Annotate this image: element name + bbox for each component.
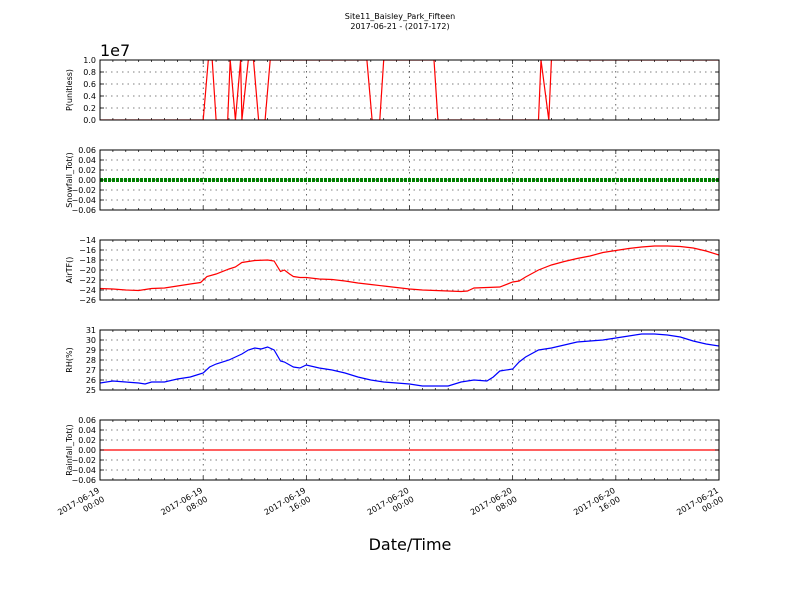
- y-tick-label-2-4: −18: [79, 256, 96, 265]
- y-tick-label-3-6: 31: [86, 326, 96, 335]
- x-tick-label-2: 2017-06-1916:00: [263, 486, 313, 526]
- y-tick-label-1-4: 0.02: [78, 166, 96, 175]
- y-tick-label-3-4: 29: [86, 346, 96, 355]
- y-tick-label-1-6: 0.06: [78, 146, 96, 155]
- y-tick-label-3-0: 25: [86, 386, 96, 395]
- y-tick-label-2-1: −24: [79, 286, 96, 295]
- x-tick-label-3: 2017-06-2000:00: [366, 486, 416, 526]
- y-tick-label-0-4: 0.8: [83, 68, 96, 77]
- panel-2: −26−24−22−20−18−16−14 AirTF(): [65, 236, 720, 305]
- y-axis-label-0: P(unitless): [65, 69, 74, 111]
- y-axis-label-1: Snowfall_Tot(): [65, 152, 74, 208]
- x-tick-labels: 2017-06-1900:00 2017-06-1908:00 2017-06-19…: [56, 486, 725, 526]
- figure-subtitle: 2017-06-21 - (2017-172): [350, 22, 449, 31]
- y-tick-label-2-2: −22: [79, 276, 96, 285]
- panel-4: −0.06−0.04−0.020.000.020.040.06 Rainfall_…: [65, 416, 720, 485]
- y-tick-label-0-1: 0.2: [83, 104, 96, 113]
- x-axis-label: Date/Time: [369, 535, 452, 554]
- y-tick-label-3-2: 27: [86, 366, 96, 375]
- y-tick-label-2-6: −14: [79, 236, 96, 245]
- y-tick-label-2-5: −16: [79, 246, 96, 255]
- y-tick-label-0-0: 0.0: [83, 116, 96, 125]
- series-line-3-0: [100, 333, 719, 387]
- y-axis-label-2: AirTF(): [65, 257, 74, 284]
- y-tick-label-2-3: −20: [79, 266, 96, 275]
- y-tick-label-1-3: 0.00: [78, 176, 96, 185]
- y-axis-label-4: Rainfall_Tot(): [65, 424, 74, 476]
- y-tick-label-0-3: 0.6: [83, 80, 96, 89]
- series-line-2-0: [100, 245, 719, 293]
- y-tick-label-4-4: 0.02: [78, 436, 96, 445]
- x-tick-label-4: 2017-06-2008:00: [469, 486, 519, 526]
- y-tick-label-4-0: −0.06: [71, 476, 96, 485]
- panel-frame-0: [99, 59, 720, 121]
- y-tick-label-4-1: −0.04: [71, 466, 96, 475]
- panels: 0.00.20.40.60.81.0P(unitless)1e7−0.06−0.…: [65, 41, 720, 485]
- y-tick-label-0-2: 0.4: [83, 92, 96, 101]
- y-tick-label-4-6: 0.06: [78, 416, 96, 425]
- panel-0: 0.0 0.2 0.4 0.6 0.8 1.0 P(unitless) 1e7: [65, 41, 720, 125]
- series-line-0-0: [100, 60, 719, 120]
- y-tick-label-1-1: −0.04: [71, 196, 96, 205]
- x-tick-label-5: 2017-06-2016:00: [572, 486, 622, 526]
- x-tick-label-6: 2017-06-2100:00: [675, 486, 725, 526]
- y-tick-label-4-5: 0.04: [78, 426, 96, 435]
- y-tick-label-3-1: 26: [86, 376, 96, 385]
- x-tick-label-1: 2017-06-1908:00: [159, 486, 209, 526]
- y-offset-label-0: 1e7: [100, 41, 130, 60]
- y-tick-label-4-3: 0.00: [78, 446, 96, 455]
- y-tick-label-0-5: 1.0: [83, 56, 96, 65]
- y-tick-label-1-2: −0.02: [71, 186, 96, 195]
- y-tick-label-2-0: −26: [79, 296, 96, 305]
- y-tick-label-1-5: 0.04: [78, 156, 96, 165]
- y-tick-label-3-3: 28: [86, 356, 96, 365]
- panel-1: −0.06−0.04−0.020.000.020.040.06 Snowfall_…: [65, 146, 720, 215]
- y-axis-label-3: RH(%): [65, 347, 74, 372]
- y-tick-label-1-0: −0.06: [71, 206, 96, 215]
- y-tick-label-3-5: 30: [86, 336, 96, 345]
- y-tick-label-4-2: −0.02: [71, 456, 96, 465]
- x-tick-label-0: 2017-06-1900:00: [56, 486, 106, 526]
- figure-title: Site11_Baisley_Park_Fifteen: [345, 12, 455, 21]
